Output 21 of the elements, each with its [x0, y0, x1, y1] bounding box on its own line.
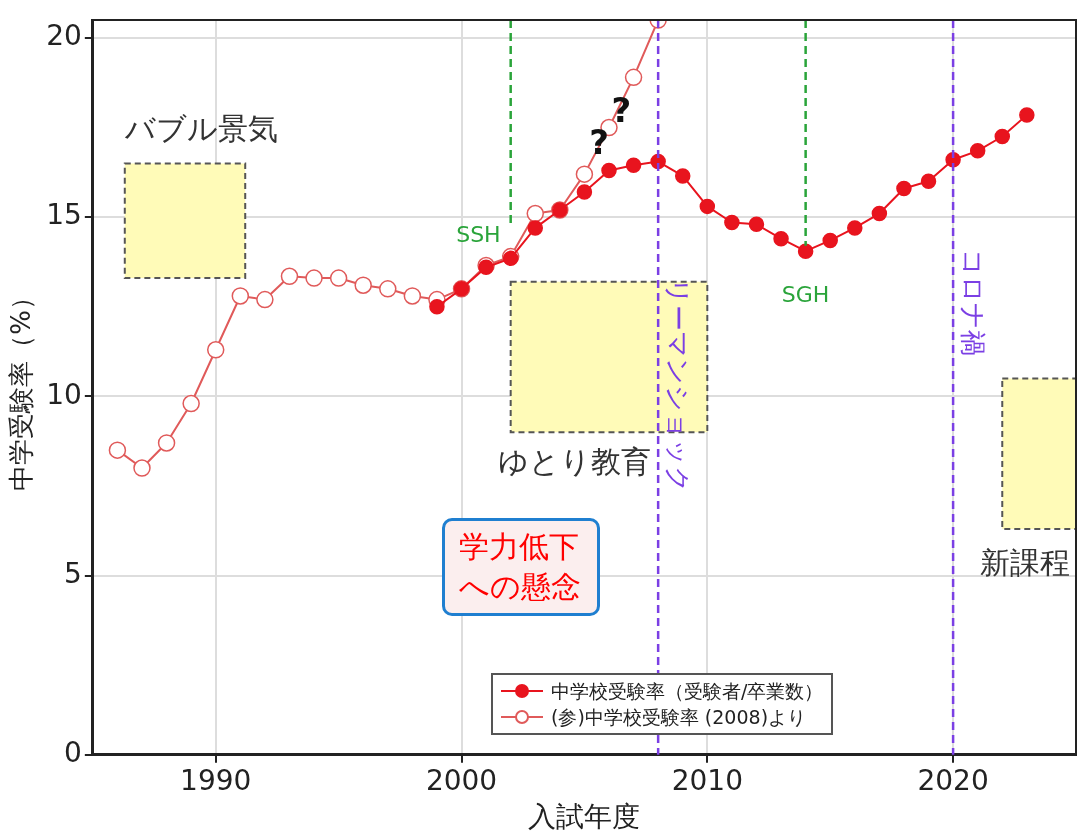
y-axis-title: 中学受験率（%）: [6, 284, 37, 491]
band-label: ゆとり教育: [498, 444, 652, 480]
ref-line-label: SSH: [456, 221, 501, 247]
y-tick-label: 15: [46, 198, 82, 232]
x-tick-label: 1990: [180, 763, 252, 797]
y-tick-label: 5: [64, 556, 82, 590]
ref-line-label: SGH: [781, 281, 830, 307]
y-tick-label: 20: [46, 19, 82, 53]
y-tick-label: 0: [64, 736, 82, 770]
ref-line-label: コロナ禍: [958, 249, 989, 357]
x-axis-title: 入試年度: [528, 800, 641, 834]
annotation: 学力低下への懸念: [441, 518, 600, 617]
band-label: バブル景気: [123, 110, 278, 146]
x-tick-label: 2010: [671, 763, 743, 797]
legend-label: (参)中学校受験率 (2008)より: [551, 704, 807, 730]
band-label: 新課程: [980, 544, 1070, 580]
y-tick-label: 10: [46, 377, 82, 411]
x-tick-label: 2020: [917, 763, 989, 797]
ref-line-label: リーマンショック: [663, 278, 694, 494]
legend-label: 中学校受験率（受験者/卒業数）: [551, 678, 824, 704]
x-tick-label: 2000: [425, 763, 498, 797]
